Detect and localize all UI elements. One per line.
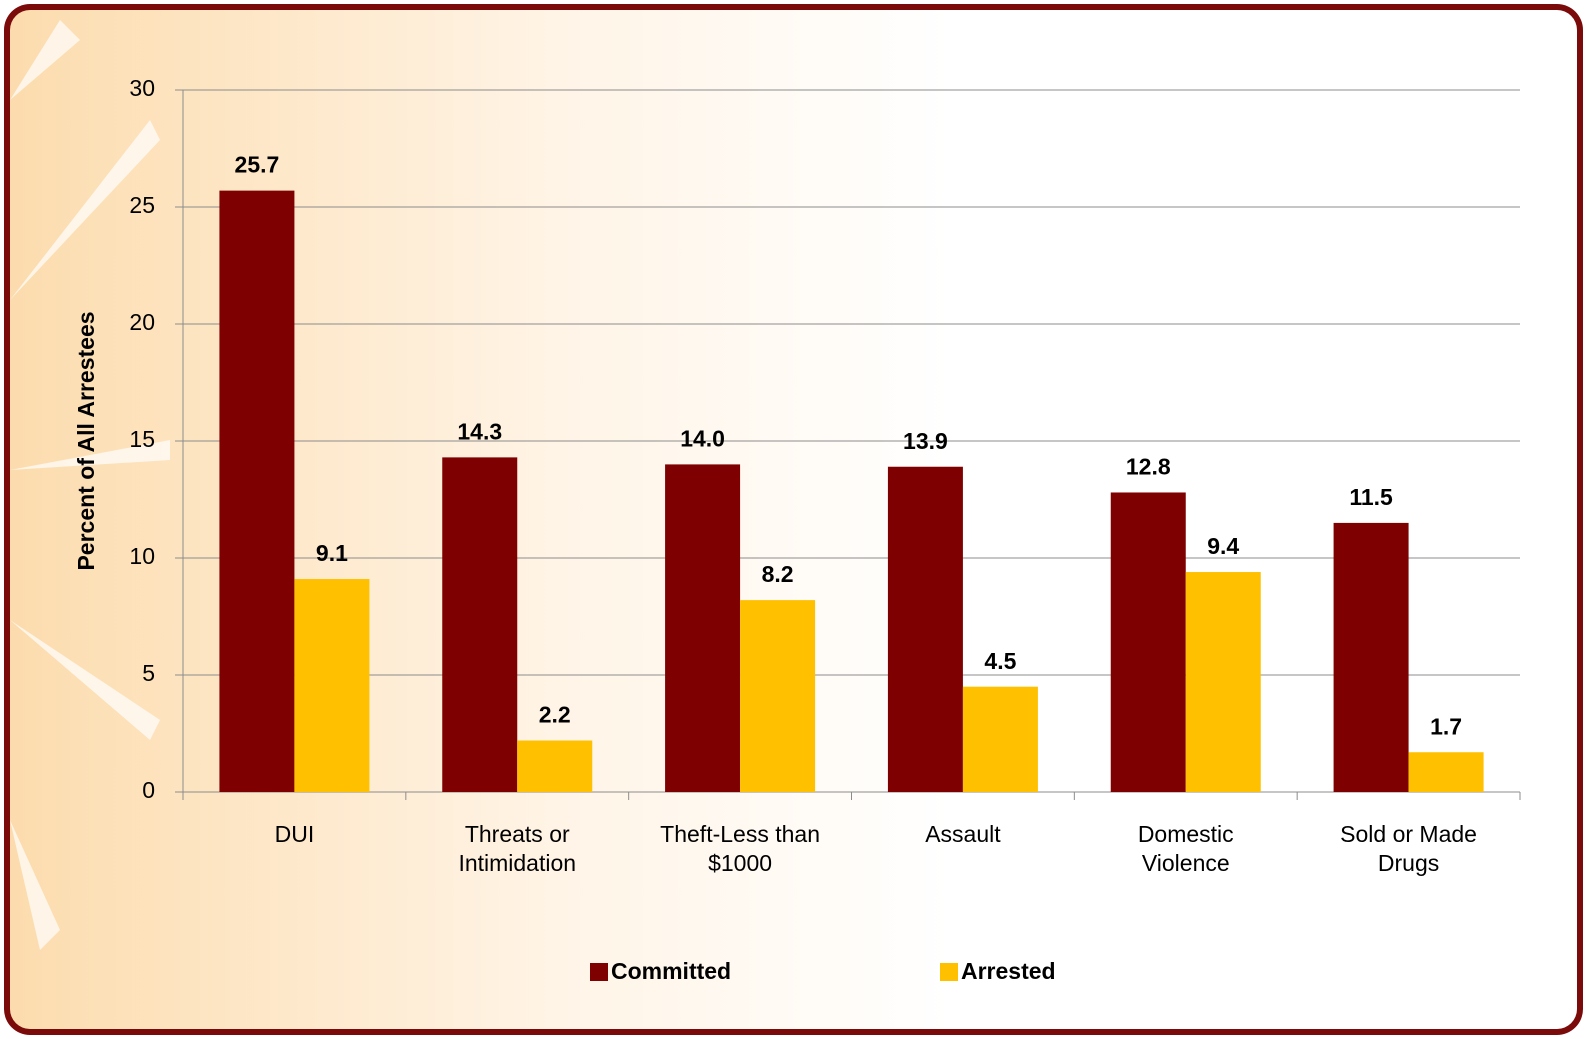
- value-label: 9.1: [316, 540, 348, 566]
- value-label: 8.2: [762, 561, 794, 587]
- bar: [442, 457, 518, 792]
- bar: [740, 600, 816, 792]
- value-label: 11.5: [1349, 484, 1393, 510]
- bar: [1333, 522, 1409, 792]
- bar: [665, 464, 741, 792]
- value-label: 1.7: [1430, 713, 1462, 739]
- y-tick-label: 20: [129, 309, 155, 335]
- x-tick-label: Assault: [925, 821, 1001, 847]
- y-axis-label: Percent of All Arrestees: [73, 311, 99, 570]
- bar: [517, 740, 593, 792]
- x-tick-label: Sold or Made Drugs: [1340, 821, 1477, 876]
- value-label: 4.5: [984, 648, 1016, 674]
- x-tick-label: Threats or Intimidation: [458, 821, 576, 876]
- value-label: 13.9: [903, 428, 948, 454]
- legend-swatch: [940, 963, 958, 981]
- x-tick-label: Theft-Less than $1000: [660, 821, 820, 876]
- bar: [1408, 752, 1484, 792]
- bar: [887, 466, 963, 792]
- legend-label: Arrested: [961, 958, 1056, 984]
- value-label: 12.8: [1126, 454, 1171, 480]
- y-tick-label: 30: [129, 75, 155, 101]
- legend-label: Committed: [611, 958, 731, 984]
- y-tick-label: 15: [129, 426, 155, 452]
- value-label: 14.0: [680, 425, 725, 451]
- value-label: 14.3: [457, 418, 502, 444]
- bar: [294, 579, 370, 792]
- rays: [10, 20, 170, 950]
- x-tick-label: Domestic Violence: [1138, 821, 1234, 876]
- value-label: 2.2: [539, 702, 571, 728]
- y-tick-label: 10: [129, 543, 155, 569]
- legend-swatch: [590, 963, 608, 981]
- x-tick-label: DUI: [275, 821, 315, 847]
- bar: [1185, 572, 1261, 792]
- y-tick-label: 0: [142, 777, 155, 803]
- value-label: 9.4: [1207, 533, 1239, 559]
- bar: [962, 686, 1038, 792]
- bar: [219, 190, 295, 792]
- y-tick-label: 25: [129, 192, 155, 218]
- y-tick-label: 5: [142, 660, 155, 686]
- bar: [1110, 492, 1186, 792]
- value-label: 25.7: [235, 152, 280, 178]
